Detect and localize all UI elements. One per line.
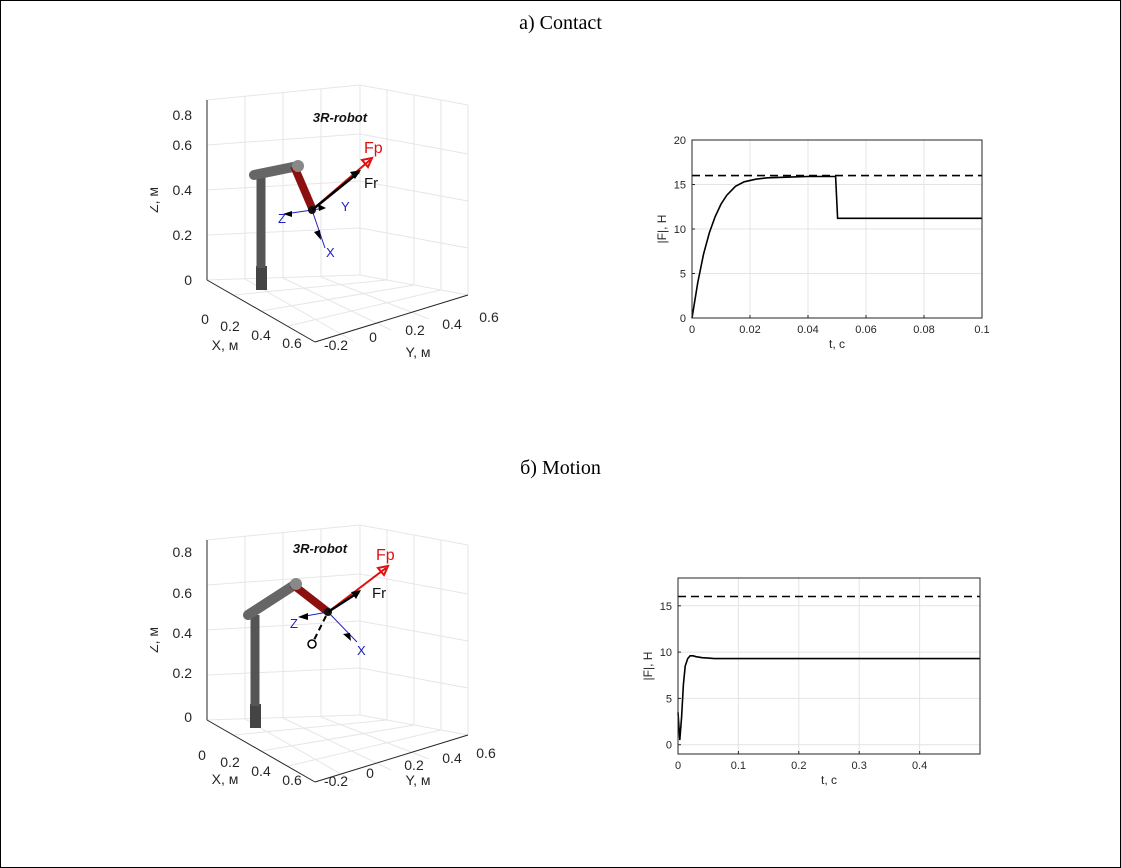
y-tick-label: 5 <box>666 693 672 705</box>
x-tick: 0.6 <box>282 335 302 351</box>
z-tick: 0.6 <box>173 585 193 601</box>
y-tick-label: 10 <box>660 647 672 659</box>
frame-x-label: X <box>357 643 366 658</box>
fr-label: Fr <box>372 585 386 602</box>
robot-link-2 <box>243 579 301 620</box>
caption-motion: б) Motion <box>520 457 601 479</box>
y-tick-label: 10 <box>674 224 686 236</box>
y-axis-label: Y, м <box>406 772 431 788</box>
x-tick: 0 <box>198 747 206 763</box>
y-tick-label: 0 <box>666 740 672 752</box>
x-tick: 0.6 <box>282 772 302 788</box>
robot-title: 3R-robot <box>313 110 368 125</box>
y-tick: 0.4 <box>442 750 462 766</box>
robot-base <box>256 266 267 290</box>
frame-x-axis <box>311 209 326 249</box>
fr-arrowhead <box>351 590 361 599</box>
y-axis-label: |F|, H <box>655 215 669 244</box>
z-axis-label: Z, м <box>150 187 161 213</box>
x-axis-label: X, м <box>212 337 239 353</box>
y-tick: 0.2 <box>404 757 424 773</box>
y-tick: 0 <box>369 329 377 345</box>
x-tick-label: 0 <box>689 324 695 336</box>
y-tick: 0.4 <box>442 316 462 332</box>
z-axis-label: Z, м <box>150 627 161 653</box>
frame-z-label: Z <box>278 211 286 226</box>
x-tick-label: 0.1 <box>974 324 989 336</box>
y-tick-label: 0 <box>680 313 686 325</box>
y-tick: -0.2 <box>324 773 348 789</box>
frame-z-label: Z <box>290 616 298 631</box>
z-tick: 0 <box>184 709 192 725</box>
frame-z-arrow <box>283 211 292 217</box>
z-tick: 0.4 <box>173 625 193 641</box>
x-tick: 0 <box>201 311 209 327</box>
fr-vector <box>311 171 360 211</box>
plot-area <box>678 578 980 754</box>
y-tick: 0.6 <box>479 309 499 325</box>
frame-x-arrow <box>343 633 351 641</box>
frame-z-arrow <box>298 613 308 620</box>
x-tick-label: 0.08 <box>913 324 934 336</box>
y-axis-label: |F|, H <box>641 652 655 681</box>
force-chart-contact: 0 0.02 0.04 0.06 0.08 0.1 0 5 10 15 20 t, c |F|, H <box>655 135 990 351</box>
x-tick-label: 0 <box>675 760 681 772</box>
x-tick-label: 0.04 <box>797 324 818 336</box>
x-tick: 0.4 <box>251 327 271 343</box>
frame-x-arrow <box>314 230 321 240</box>
fp-label: Fp <box>376 547 395 564</box>
plot-frame <box>677 577 981 755</box>
fr-label: Fr <box>364 175 378 192</box>
fp-arrowhead <box>376 564 390 577</box>
force-series-line <box>691 175 982 319</box>
fp-label: Fp <box>364 140 383 157</box>
y-tick: 0.2 <box>405 322 425 338</box>
y-tick-label: 15 <box>674 180 686 192</box>
robot-title: 3R-robot <box>293 541 348 556</box>
x-tick: 0.2 <box>220 754 240 770</box>
x-tick-label: 0.2 <box>791 760 806 772</box>
robot-joint <box>290 578 302 590</box>
x-tick: 0.4 <box>251 763 271 779</box>
fp-arrowhead <box>360 156 374 169</box>
y-tick: 0.6 <box>476 745 496 761</box>
frame-dashed-axis <box>313 615 327 641</box>
robot-base <box>250 704 261 728</box>
z-tick: 0.2 <box>173 665 193 681</box>
frame-x-axis <box>327 611 358 643</box>
y-axis-label: Y, м <box>406 344 431 360</box>
y-tick: -0.2 <box>324 337 348 353</box>
y-tick-label: 5 <box>680 269 686 281</box>
robot-3d-plot-motion: 0 0.2 0.4 0.6 0.8 Z, м 0 0.2 0.4 0.6 X, … <box>150 524 496 789</box>
robot-joint <box>292 160 304 172</box>
robot-link-3 <box>290 164 316 210</box>
force-chart-motion: 0 0.1 0.2 0.3 0.4 0 5 10 15 t, c |F|, H <box>641 577 981 787</box>
x-axis-label: t, c <box>821 773 837 787</box>
x-tick-label: 0.1 <box>731 760 746 772</box>
z-tick: 0.8 <box>173 107 193 123</box>
y-tick: 0 <box>366 765 374 781</box>
x-axis-label: t, c <box>829 337 845 351</box>
x-tick: 0.2 <box>220 318 240 334</box>
x-tick-label: 0.06 <box>855 324 876 336</box>
y-tick-label: 15 <box>660 601 672 613</box>
z-tick: 0.2 <box>173 227 193 243</box>
frame-x-label: X <box>326 245 335 260</box>
z-tick: 0.4 <box>173 182 193 198</box>
x-tick-label: 0.02 <box>739 324 760 336</box>
x-tick-label: 0.3 <box>852 760 867 772</box>
force-series-line <box>677 655 980 741</box>
y-tick-label: 20 <box>674 135 686 147</box>
frame-y-label: Y <box>341 199 350 214</box>
robot-3d-plot-contact: 0 0.2 0.4 0.6 0.8 Z, м 0 0.2 0.4 0.6 X, … <box>150 84 499 360</box>
z-tick: 0.6 <box>173 137 193 153</box>
caption-contact: а) Contact <box>519 12 602 34</box>
frame-y-arrow <box>318 204 326 211</box>
z-tick: 0 <box>184 272 192 288</box>
x-tick-label: 0.4 <box>912 760 927 772</box>
frame-origin-marker <box>307 639 317 649</box>
z-tick: 0.8 <box>173 544 193 560</box>
x-axis-label: X, м <box>212 771 239 787</box>
fr-arrowhead <box>350 170 361 179</box>
